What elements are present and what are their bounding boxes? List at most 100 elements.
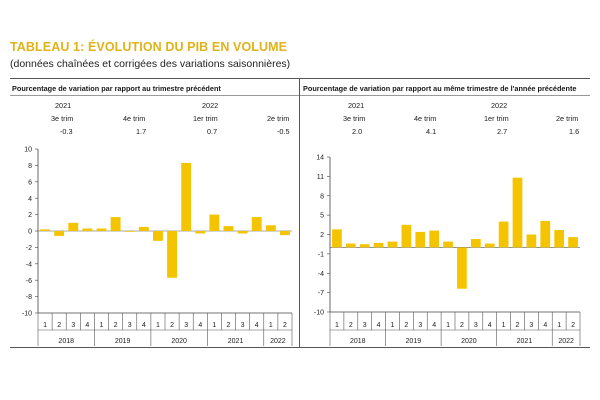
right-bar [401, 224, 412, 248]
left-quarter-label: 2 [170, 322, 174, 329]
left-bar [251, 217, 262, 231]
right-bar [484, 243, 495, 248]
right-y-tick-label: 5 [320, 213, 324, 220]
left-year-label: 2020 [171, 338, 187, 345]
right-summary-quarter: 4e trim [414, 114, 437, 123]
left-quarter-label: 4 [142, 322, 146, 329]
left-summary-quarter: 4e trim [123, 114, 146, 123]
left-y-tick-label: 6 [28, 179, 32, 186]
left-quarter-label: 2 [114, 322, 118, 329]
left-bar [138, 226, 149, 231]
right-bar [387, 241, 398, 248]
left-year-label: 2019 [115, 338, 131, 345]
right-year-label: 2018 [350, 338, 366, 345]
left-quarter-label: 1 [156, 322, 160, 329]
page-subtitle: (données chaînées et corrigées des varia… [10, 58, 291, 70]
left-year-label: 2018 [58, 338, 74, 345]
left-bar [68, 222, 79, 231]
left-bar [209, 214, 220, 231]
right-summary-value: 1.6 [569, 127, 580, 136]
left-quarter-label: 1 [43, 322, 47, 329]
table-bottom-rule [10, 347, 590, 348]
left-quarter-label: 4 [198, 322, 202, 329]
right-quarter-label: 2 [349, 322, 353, 329]
left-quarter-label: 1 [100, 322, 104, 329]
right-quarter-label: 2 [460, 322, 464, 329]
right-quarter-label: 1 [502, 322, 506, 329]
left-year-label: 2021 [228, 338, 244, 345]
right-summary-value: 4.1 [426, 127, 437, 136]
right-y-tick-label: 2 [320, 232, 324, 239]
right-quarter-label: 1 [335, 322, 339, 329]
header-bottom-rule [10, 95, 590, 96]
left-quarter-label: 1 [269, 322, 273, 329]
left-summary-value: 0.7 [207, 127, 218, 136]
left-bar [153, 231, 163, 241]
left-y-tick-label: -8 [26, 294, 32, 301]
left-summary-quarter: 2e trim [267, 114, 290, 123]
right-bar [373, 242, 384, 248]
left-quarter-label: 2 [57, 322, 61, 329]
right-y-tick-label: -4 [318, 271, 324, 278]
right-bar [429, 230, 440, 248]
right-quarter-label: 4 [488, 322, 492, 329]
left-y-tick-label: -2 [26, 245, 32, 252]
right-bar [568, 237, 578, 248]
left-quarter-label: 3 [128, 322, 132, 329]
table-top-rule [10, 78, 590, 79]
right-quarter-label: 4 [432, 322, 436, 329]
right-quarter-label: 4 [377, 322, 381, 329]
left-summary-value: 1.7 [136, 127, 147, 136]
left-bar [124, 231, 135, 232]
left-quarter-label: 4 [85, 322, 89, 329]
right-bar [359, 244, 370, 248]
left-panel-header: Pourcentage de variation par rapport au … [12, 84, 221, 93]
right-y-tick-label: -7 [318, 290, 324, 297]
left-bar [82, 228, 93, 231]
right-quarter-label: 2 [404, 322, 408, 329]
left-bar [96, 228, 107, 231]
left-quarter-label: 3 [241, 322, 245, 329]
left-y-tick-label: 10 [24, 147, 32, 154]
right-y-tick-label: -10 [314, 310, 324, 317]
right-quarter-label: 1 [391, 322, 395, 329]
right-summary-value: 2.7 [497, 127, 508, 136]
left-summary-value: -0.3 [60, 127, 73, 136]
left-y-tick-label: 8 [28, 163, 32, 170]
left-bar [280, 231, 290, 236]
right-panel-header: Pourcentage de variation par rapport au … [303, 84, 577, 93]
left-bar [110, 217, 121, 231]
right-quarter-label: 3 [474, 322, 478, 329]
left-y-tick-label: -4 [26, 261, 32, 268]
page-title: TABLEAU 1: ÉVOLUTION DU PIB EN VOLUME [10, 40, 288, 54]
left-bar [181, 162, 192, 231]
right-y-tick-label: 14 [316, 155, 324, 162]
panel-divider [299, 78, 300, 347]
left-bar [195, 231, 206, 234]
right-quarter-label: 2 [516, 322, 520, 329]
left-bar [54, 231, 65, 236]
left-summary-value: -0.5 [277, 127, 290, 136]
right-bar [415, 231, 426, 248]
right-y-tick-label: 11 [317, 174, 324, 181]
right-summary-year-2022: 2022 [491, 101, 508, 110]
right-bar [345, 243, 356, 248]
left-y-tick-label: -10 [22, 311, 32, 318]
left-bar [265, 225, 276, 231]
right-summary-year-2021: 2021 [348, 101, 365, 110]
right-quarter-label: 3 [529, 322, 533, 329]
right-year-label: 2021 [517, 338, 533, 345]
left-bar [40, 229, 50, 231]
right-summary-quarter: 3e trim [343, 114, 366, 123]
right-bar [443, 241, 453, 248]
right-year-label: 2022 [558, 338, 574, 345]
right-year-label: 2019 [406, 338, 422, 345]
right-bar [457, 247, 467, 289]
left-year-label: 2022 [270, 338, 286, 345]
right-bar [540, 220, 551, 248]
left-summary-year-2021: 2021 [55, 101, 72, 110]
right-quarter-label: 1 [557, 322, 561, 329]
right-quarter-label: 1 [446, 322, 450, 329]
left-quarter-label: 2 [283, 322, 287, 329]
right-summary-quarter: 1er trim [484, 114, 509, 123]
